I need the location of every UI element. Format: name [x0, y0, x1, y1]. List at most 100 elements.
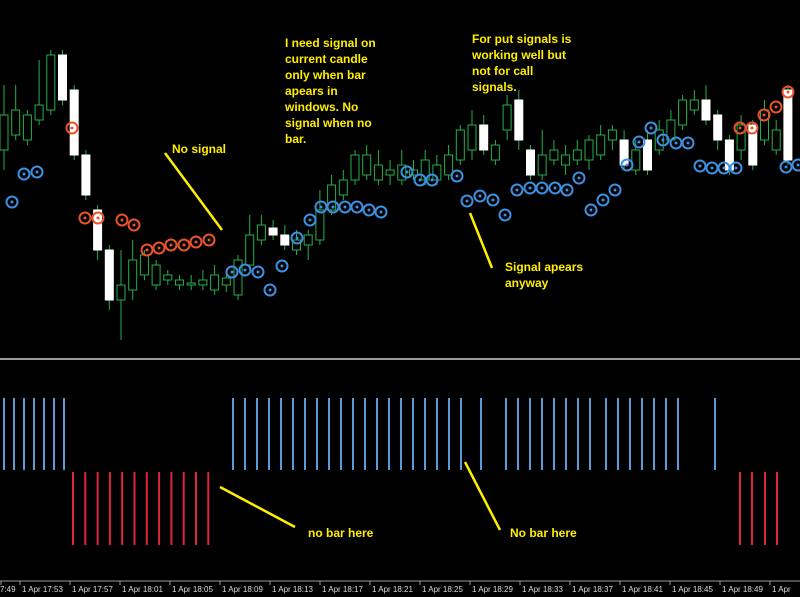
candle-body — [549, 149, 559, 161]
buy-signal-dot — [478, 194, 482, 198]
buy-signal-dot — [256, 270, 260, 274]
buy-signal-dot — [405, 170, 409, 174]
sell-signal-dot — [157, 246, 161, 250]
sell-signal — [757, 108, 771, 122]
annotation-line: only when bar — [285, 68, 366, 82]
candle-body — [572, 149, 582, 161]
buy-signal — [17, 167, 31, 181]
buy-signal-dot — [674, 141, 678, 145]
buy-signal — [656, 133, 670, 147]
buy-signal — [290, 231, 304, 245]
buy-signal-dot — [230, 270, 234, 274]
buy-signal — [450, 169, 464, 183]
sell-signal — [65, 121, 79, 135]
candle-body — [292, 239, 301, 251]
buy-signal-dot — [698, 164, 702, 168]
buy-signal — [486, 193, 500, 207]
buy-signal — [729, 161, 743, 175]
candle-body — [0, 114, 9, 151]
buy-signal-dot — [465, 199, 469, 203]
buy-signal — [238, 263, 252, 277]
buy-signal-dot — [503, 213, 507, 217]
buy-signal-dot — [686, 141, 690, 145]
candle-body — [81, 154, 91, 196]
buy-signal-dot — [22, 172, 26, 176]
sell-signal-dot — [120, 218, 124, 222]
buy-signal — [644, 121, 658, 135]
buy-signal-dot — [280, 264, 284, 268]
buy-signal-dot — [308, 218, 312, 222]
candle-body — [338, 179, 348, 196]
candle-body — [502, 104, 512, 131]
buy-signal — [460, 194, 474, 208]
buy-signal-dot — [319, 205, 323, 209]
buy-signal-dot — [243, 268, 247, 272]
buy-signal-dot — [784, 165, 788, 169]
candle-body — [526, 149, 535, 176]
sell-signal-dot — [738, 126, 742, 130]
candle-body — [139, 254, 149, 276]
annotations: I need signal on current candle only when … — [284, 32, 583, 290]
sell-signal-dot — [774, 105, 778, 109]
sell-signal-dot — [96, 216, 100, 220]
sell-signal — [127, 218, 141, 232]
candle-body — [455, 129, 465, 161]
sell-signal — [152, 241, 166, 255]
buy-signal-dot — [649, 126, 653, 130]
sell-signal — [189, 235, 203, 249]
candle-body — [280, 234, 290, 246]
pointer — [219, 485, 296, 529]
buy-signal-dot — [430, 178, 434, 182]
buy-signal — [350, 200, 364, 214]
buy-signal — [535, 181, 549, 195]
annotation: no bar here — [308, 526, 374, 540]
candle-body — [93, 209, 103, 251]
buy-signal-dot — [367, 208, 371, 212]
buy-signal-dot — [722, 166, 726, 170]
buy-signal-dot — [379, 210, 383, 214]
candle-body — [46, 54, 56, 111]
annotation-line: anyway — [505, 276, 549, 290]
buy-signal — [5, 195, 19, 209]
sell-signal — [769, 100, 783, 114]
candle-body — [490, 144, 500, 161]
candle-body — [268, 227, 278, 236]
pointer — [463, 461, 502, 531]
candle-body — [514, 99, 524, 141]
candle-body — [409, 169, 418, 176]
annotation-line: For put signals is — [472, 32, 572, 46]
buy-signal — [303, 213, 317, 227]
buy-signal-dot — [528, 186, 532, 190]
buy-signal-dot — [295, 236, 299, 240]
candle-body — [175, 279, 184, 286]
candle-body — [116, 284, 126, 301]
candle-body — [596, 134, 606, 156]
candle-body — [537, 154, 547, 176]
candle-body — [151, 264, 161, 286]
sell-signal — [781, 85, 795, 99]
time-label: 1 Apr 17:53 — [22, 585, 63, 594]
candle-body — [104, 249, 114, 301]
buy-signal-dot — [565, 188, 569, 192]
buy-signal-dot — [268, 288, 272, 292]
buy-signal-dot — [637, 140, 641, 144]
candle-body — [689, 99, 699, 111]
buy-signal — [362, 203, 376, 217]
candle-body — [678, 99, 688, 126]
buy-signal-dot — [343, 205, 347, 209]
sell-signal — [164, 238, 178, 252]
buy-signal — [510, 183, 524, 197]
buy-signal — [632, 135, 646, 149]
candle-body — [186, 282, 196, 286]
annotation-line: signal when no — [285, 116, 372, 130]
pointer-lines — [163, 152, 502, 531]
candle-body — [771, 129, 781, 151]
candle-body — [303, 234, 313, 246]
time-label: 1 Apr 18:17 — [322, 585, 363, 594]
buy-signal-dot — [796, 163, 800, 167]
candle-body — [748, 124, 758, 166]
candle-body — [631, 149, 641, 171]
buy-signal-dot — [589, 208, 593, 212]
annotation: No bar here — [510, 526, 577, 540]
